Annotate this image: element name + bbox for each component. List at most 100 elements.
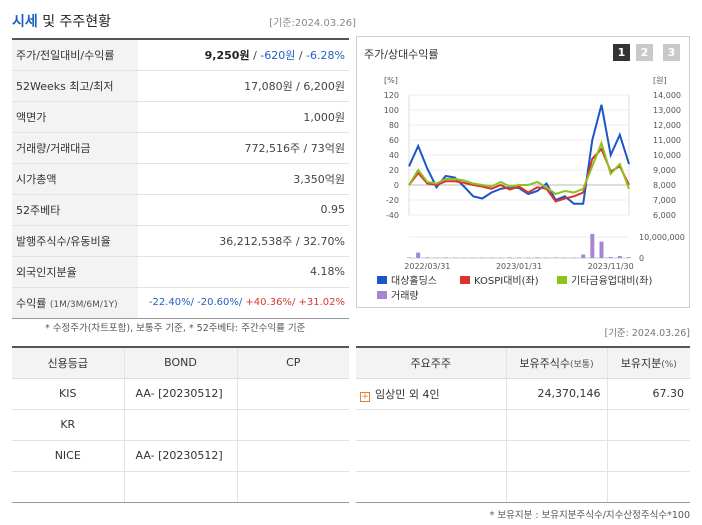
stake-pct: 67.30 [606, 378, 690, 410]
cp-rating [236, 471, 349, 503]
series-line [408, 139, 630, 196]
row-value: 4.18% [138, 256, 349, 288]
row-value: 36,212,538주 / 32.70% [138, 225, 349, 257]
volume-bar [553, 257, 558, 258]
agency: NICE [12, 440, 124, 472]
volume-bar [581, 254, 586, 258]
shareholder-name-cell: + 임상민 외 4인 [356, 378, 506, 410]
volume-bar [617, 256, 622, 258]
legend-swatch [460, 276, 470, 284]
agency: KIS [12, 378, 124, 410]
volume-bar [407, 257, 411, 258]
table-row: 외국인지분율 4.18% [12, 256, 349, 288]
header-shares: 보유주식수 [519, 356, 570, 370]
row-value: 772,516주 / 73억원 [138, 132, 349, 164]
y-right-tick-label: 11,000 [653, 136, 681, 145]
legend-label: KOSPI대비(좌) [474, 275, 539, 287]
y-right-tick-label: 8,000 [653, 181, 676, 190]
table-row [12, 471, 349, 503]
y-left-tick-label: 20 [389, 166, 399, 175]
row-label: 52주베타 [12, 194, 138, 226]
table-row: KIS AA- [20230512] [12, 378, 349, 410]
y-left-tick-label: 40 [389, 151, 399, 160]
row-value: 17,080원 / 6,200원 [138, 70, 349, 102]
row-value: 1,000원 [138, 101, 349, 133]
table-row: 거래량/거래대금 772,516주 / 73억원 [12, 132, 349, 164]
price-chart: 120 100 80 60 40 20 0 -20 -40 14,000 13,000 12,000 1… [377, 76, 685, 302]
column-header: 주요주주 [356, 347, 506, 379]
y-left-tick-label: 60 [389, 136, 399, 145]
table-row: 52Weeks 최고/최저 17,080원 / 6,200원 [12, 70, 349, 102]
y-left-tick-label: -40 [386, 211, 399, 220]
agency: KR [12, 409, 124, 441]
period-button-1[interactable]: 1 [613, 44, 630, 61]
header-shares-unit: (보통) [570, 359, 594, 370]
period-button-2[interactable]: 2 [636, 44, 653, 61]
y-right-tick-label: 10,000 [653, 151, 681, 160]
section-title-rest: 및 주주현황 [37, 14, 112, 30]
x-tick-label: 2023/01/31 [496, 262, 542, 271]
footnote-right: * 보유지분 : 보유지분주식수/지수산정주식수*100 [489, 510, 690, 521]
volume-bar [535, 257, 540, 258]
row-label: 외국인지분율 [12, 256, 138, 288]
reference-date-right: [기준: 2024.03.26] [604, 328, 690, 339]
table-row [356, 409, 690, 441]
table-header-row: 신용등급 BOND CP [12, 347, 349, 379]
bond-rating [123, 409, 237, 441]
volume-bar [507, 257, 512, 258]
volume-bar [599, 241, 604, 258]
bond-rating [123, 471, 237, 503]
volume-bar [627, 257, 631, 258]
y-right-tick-label: 13,000 [653, 106, 681, 115]
price-change-pct: -6.28% [306, 48, 345, 62]
table-row [356, 440, 690, 472]
price-value: 9,250원 / -620원 / -6.28% [138, 39, 349, 71]
y-right-tick-label: 12,000 [653, 121, 681, 130]
header-stake-unit: (%) [661, 359, 677, 370]
series-line [408, 147, 630, 203]
returns-label: 수익률 [16, 296, 47, 310]
legend-swatch [557, 276, 567, 284]
row-label: 발행주식수/유동비율 [12, 225, 138, 257]
separator: / [249, 48, 261, 62]
expand-plus-icon[interactable]: + [360, 391, 370, 402]
returns-values: -22.40%/ -20.60%/ +40.36%/ +31.02% [138, 287, 349, 319]
y-right-unit: [원] [653, 76, 667, 85]
return-3m: -20.60%/ [193, 297, 243, 308]
price-info-table: 주가/전일대비/수익률 9,250원 / -620원 / -6.28% 52We… [12, 38, 349, 319]
cp-rating [236, 378, 349, 410]
credit-rating-table: 신용등급 BOND CP KIS AA- [20230512] KR NICE AA… [12, 346, 349, 503]
row-value: 0.95 [138, 194, 349, 226]
row-label: 주가/전일대비/수익률 [12, 39, 138, 71]
series-line [408, 104, 630, 205]
period-button-3[interactable]: 3 [663, 44, 680, 61]
footnote-left: * 수정주가(차트포함), 보통주 기준, * 52주베타: 주간수익률 기준 [45, 323, 306, 334]
y-right-tick-label: 14,000 [653, 91, 681, 100]
return-6m: +40.36%/ [242, 297, 296, 308]
agency [12, 471, 124, 503]
y-left-unit: [%] [384, 76, 398, 85]
column-header: 보유주식수(보통) [505, 347, 607, 379]
volume-bar [425, 257, 430, 258]
cp-rating [236, 440, 349, 472]
legend-label: 대상홀딩스 [391, 274, 437, 287]
column-header: CP [236, 347, 349, 379]
x-tick-label: 2022/03/31 [404, 262, 450, 271]
table-row: 수익률 (1M/3M/6M/1Y) -22.40%/ -20.60%/ +40.… [12, 287, 349, 319]
separator: / [295, 48, 307, 62]
table-row: 발행주식수/유동비율 36,212,538주 / 32.70% [12, 225, 349, 257]
y-left-tick-label: 120 [384, 91, 399, 100]
row-label: 시가총액 [12, 163, 138, 195]
return-1m: -22.40%/ [148, 297, 194, 308]
section-title-accent: 시세 [12, 14, 38, 30]
y-left-tick-label: 100 [384, 106, 399, 115]
shareholder-name[interactable]: 임상민 외 4인 [375, 387, 440, 401]
current-price: 9,250원 [204, 48, 250, 62]
bond-rating: AA- [20230512] [123, 440, 237, 472]
y-left-tick-label: -20 [386, 196, 399, 205]
table-row: 주가/전일대비/수익률 9,250원 / -620원 / -6.28% [12, 39, 349, 71]
row-label: 거래량/거래대금 [12, 132, 138, 164]
chart-panel: 120 100 80 60 40 20 0 -20 -40 14,000 13,000 12,000 1… [356, 36, 690, 308]
row-label: 액면가 [12, 101, 138, 133]
volume-tick-label: 10,000,000 [639, 233, 685, 242]
